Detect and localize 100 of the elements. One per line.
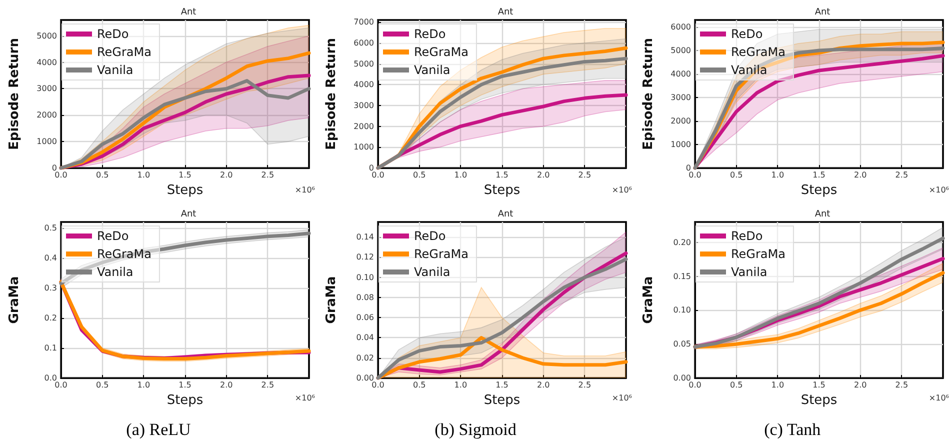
y-tick-label: 0 — [686, 164, 691, 172]
y-tick-label: 0.2 — [44, 314, 57, 322]
y-tick-label: 0.4 — [44, 254, 57, 262]
legend-label: ReGraMa — [731, 247, 786, 261]
x-tick-label: 2.5 — [578, 170, 592, 180]
x-tick-label: 1.5 — [178, 170, 192, 180]
x-tick-label: 1.5 — [496, 380, 508, 390]
y-axis-title: Episode Return — [324, 38, 339, 150]
y-tick-label: 5000 — [354, 59, 374, 68]
x-axis-title: Steps — [484, 393, 520, 408]
x-tick-label: 0.0 — [372, 170, 384, 180]
y-tick-label: 0.14 — [356, 232, 374, 242]
y-tick-label: 1000 — [670, 140, 691, 150]
x-tick-label: 2.5 — [261, 380, 274, 390]
y-tick-label: 3000 — [670, 93, 691, 102]
x-tick-label: 2.0 — [854, 170, 867, 180]
chart-title: Ant — [814, 210, 831, 220]
y-tick-label: 0.02 — [356, 353, 374, 362]
y-tick-label: 0.10 — [356, 272, 374, 282]
y-tick-label: 2000 — [354, 122, 374, 131]
chart-title: Ant — [498, 210, 514, 220]
text: ×10⁶ — [928, 394, 950, 402]
y-axis-title: Episode Return — [641, 38, 656, 150]
y-tick-label: 0.15 — [673, 272, 691, 281]
legend-label: ReGraMa — [97, 45, 152, 59]
legend-label: ReDo — [97, 27, 129, 41]
legend-label: ReGraMa — [414, 45, 468, 59]
legend-label: ReDo — [731, 27, 763, 41]
x-tick-label: 0.5 — [412, 170, 426, 180]
x-tick-label: 0.0 — [688, 170, 702, 180]
y-tick-label: 3000 — [354, 100, 374, 110]
x-tick-label: 2.5 — [895, 170, 908, 180]
y-tick-label: 0.06 — [356, 313, 374, 322]
y-tick-label: 0.5 — [44, 224, 57, 232]
y-tick-label: 0.20 — [673, 238, 691, 247]
y-tick-label: 1000 — [354, 142, 374, 152]
legend-label: ReGraMa — [97, 247, 152, 261]
text: ×10⁶ — [294, 186, 316, 194]
legend-label: ReDo — [414, 229, 446, 243]
y-tick-label: 0.00 — [356, 374, 374, 382]
y-axis-title: GraMa — [324, 276, 339, 324]
y-tick-label: 4000 — [354, 80, 374, 90]
x-tick-label: 2.5 — [895, 380, 908, 390]
x-tick-label: 2.0 — [536, 170, 550, 180]
text: (a) ReLU — [126, 420, 191, 439]
y-tick-label: 0.05 — [673, 340, 691, 349]
y-tick-label: 0 — [368, 164, 374, 172]
x-tick-label: 0.5 — [730, 380, 743, 390]
x-tick-label: 0.0 — [54, 170, 68, 180]
x-tick-label: 1.0 — [454, 380, 468, 390]
chart-title: Ant — [814, 8, 831, 18]
y-tick-label: 5000 — [36, 31, 57, 40]
y-tick-label: 6000 — [670, 22, 691, 32]
x-tick-label: 0.0 — [372, 380, 384, 390]
y-tick-label: 5000 — [670, 46, 691, 56]
legend-label: Vanila — [97, 265, 134, 279]
y-axis-title: GraMa — [7, 276, 22, 324]
y-tick-label: 0.1 — [44, 344, 57, 352]
legend-label: Vanila — [731, 265, 768, 279]
text: ×10⁶ — [612, 186, 632, 194]
x-axis-title: Steps — [800, 393, 838, 408]
y-tick-label: 7000 — [354, 18, 374, 27]
x-axis-title: Steps — [166, 393, 204, 408]
legend-label: ReDo — [731, 229, 763, 243]
y-tick-label: 6000 — [354, 38, 374, 48]
text: (c) Tanh — [764, 420, 822, 439]
text: ×10⁶ — [928, 186, 950, 194]
y-tick-label: 0.00 — [673, 374, 691, 382]
y-axis-title: GraMa — [641, 276, 656, 324]
y-tick-label: 0.10 — [673, 306, 691, 315]
x-tick-label: 2.5 — [261, 170, 274, 180]
x-tick-label: 1.0 — [137, 170, 150, 180]
legend-label: Vanila — [414, 265, 450, 279]
y-tick-label: 2000 — [670, 116, 691, 126]
y-tick-label: 3000 — [36, 84, 57, 94]
y-tick-label: 0.04 — [356, 333, 374, 342]
legend-label: Vanila — [97, 63, 134, 77]
x-tick-label: 0.5 — [96, 380, 109, 390]
x-axis-title: Steps — [484, 183, 520, 198]
legend-label: Vanila — [731, 63, 768, 77]
x-tick-label: 1.5 — [812, 380, 826, 390]
legend-label: ReGraMa — [731, 45, 786, 59]
chart-title: Ant — [180, 8, 197, 18]
legend-label: ReGraMa — [414, 247, 468, 261]
x-tick-label: 2.0 — [220, 170, 233, 180]
y-axis-title: Episode Return — [7, 38, 22, 150]
chart-title: Ant — [498, 8, 514, 18]
y-tick-label: 4000 — [36, 58, 57, 67]
x-tick-label: 1.5 — [812, 170, 826, 180]
x-tick-label: 2.0 — [854, 380, 867, 390]
legend-label: ReDo — [414, 27, 446, 41]
y-tick-label: 0 — [52, 164, 57, 172]
legend-label: ReDo — [97, 229, 129, 243]
x-axis-title: Steps — [166, 183, 204, 198]
x-tick-label: 1.5 — [178, 380, 192, 390]
x-tick-label: 2.5 — [578, 380, 592, 390]
y-tick-label: 1000 — [36, 137, 57, 146]
x-tick-label: 1.5 — [496, 170, 508, 180]
chart-title: Ant — [180, 210, 197, 220]
legend-label: Vanila — [414, 63, 450, 77]
